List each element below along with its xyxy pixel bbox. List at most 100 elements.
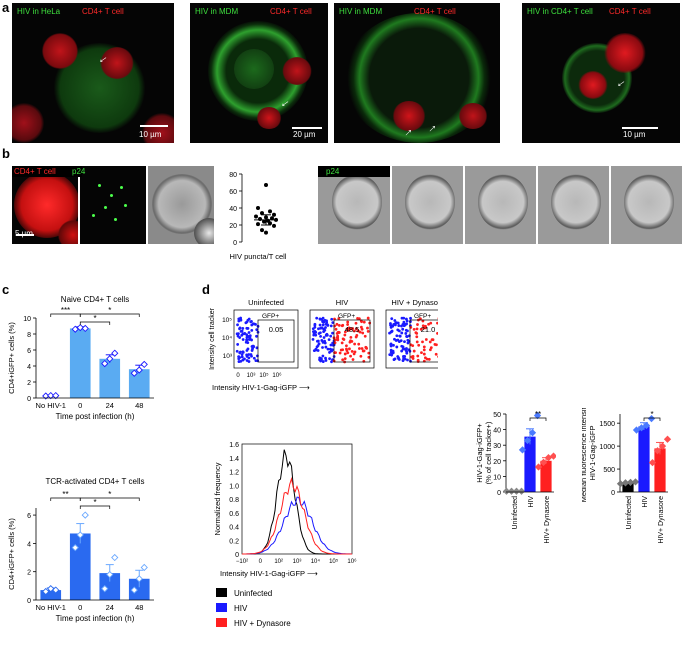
event-dot xyxy=(319,326,322,330)
event-dot xyxy=(249,320,253,324)
event-dot xyxy=(244,321,248,325)
y-tick-label: 0 xyxy=(235,552,239,559)
significance-label: * xyxy=(108,490,111,499)
y-axis-label: CD4+iGFP+ cells (%) xyxy=(7,322,16,394)
y-tick-label: 6 xyxy=(27,513,31,520)
data-point xyxy=(663,435,672,443)
event-dot xyxy=(391,324,395,328)
data-point xyxy=(52,391,60,400)
significance-label: ** xyxy=(535,410,541,419)
event-dot xyxy=(422,326,426,330)
bar xyxy=(638,426,650,492)
event-dot xyxy=(341,358,345,362)
y-tick-label: 30 xyxy=(493,443,501,450)
y-tick-label: 0.2 xyxy=(229,538,239,545)
event-dot xyxy=(421,340,424,344)
event-dot xyxy=(316,339,320,343)
data-point xyxy=(268,221,272,226)
event-dot xyxy=(358,347,361,350)
y-axis-label: HIV-1-Gag-iGFP+ xyxy=(476,423,484,483)
event-dot xyxy=(247,356,251,360)
x-tick-label: 0 xyxy=(78,603,82,612)
data-point xyxy=(272,223,276,228)
event-dot xyxy=(351,327,355,330)
event-dot xyxy=(321,354,325,358)
event-dot xyxy=(326,347,330,351)
significance-label: *** xyxy=(61,306,70,315)
event-dot xyxy=(325,332,329,336)
event-dot xyxy=(393,337,396,341)
label-cd4-tcell: CD4+ T cell xyxy=(14,167,56,176)
label-hiv-mdm: HIV in MDM xyxy=(339,7,383,16)
data-point xyxy=(518,446,527,454)
data-point xyxy=(262,219,266,224)
data-point xyxy=(106,570,114,579)
data-point xyxy=(533,411,542,420)
bar xyxy=(524,436,536,492)
label-hiv-cd4: HIV in CD4+ T cell xyxy=(527,7,593,16)
event-dot xyxy=(364,345,368,349)
x-tick-label: −10² xyxy=(236,559,248,565)
significance-bracket xyxy=(79,321,111,325)
event-dot xyxy=(346,351,350,355)
event-dot xyxy=(246,347,250,351)
flow-plot-title: Uninfected xyxy=(248,298,284,307)
event-dot xyxy=(334,351,337,355)
event-dot xyxy=(245,326,249,330)
y-tick-label: 500 xyxy=(603,467,615,474)
event-dot xyxy=(338,351,342,355)
event-dot xyxy=(415,340,419,344)
event-dot xyxy=(324,322,328,326)
event-dot xyxy=(405,317,408,321)
event-dot xyxy=(314,347,318,351)
y-tick-label: 1.4 xyxy=(229,456,239,463)
event-dot xyxy=(245,333,249,336)
event-dot xyxy=(425,357,429,361)
event-dot xyxy=(436,321,438,325)
event-dot xyxy=(397,358,401,361)
event-dot xyxy=(345,327,349,331)
data-point xyxy=(140,563,148,572)
event-dot xyxy=(352,329,356,333)
data-point xyxy=(47,585,55,593)
y-tick-label: 40 xyxy=(229,206,237,213)
event-dot xyxy=(398,334,402,338)
event-dot xyxy=(416,323,419,326)
event-dot xyxy=(341,348,345,352)
event-dot xyxy=(250,338,253,342)
y-tick-label: 1000 xyxy=(599,444,615,451)
event-dot xyxy=(349,354,352,358)
data-point xyxy=(130,369,138,377)
y-tick-label: 40 xyxy=(493,428,501,435)
y-tick-label: 4 xyxy=(27,364,31,371)
event-dot xyxy=(243,357,246,361)
event-dot xyxy=(329,324,333,328)
legend-swatch xyxy=(216,618,227,627)
y-tick-label: 4 xyxy=(27,541,31,548)
event-dot xyxy=(416,354,420,358)
event-dot xyxy=(424,324,427,328)
x-axis-label: Intensity HIV-1-Gag-iGFP ⟶ xyxy=(220,569,319,578)
gate-box xyxy=(257,319,295,363)
y-axis-label: Median fluorescence intensity xyxy=(582,408,588,502)
event-dot xyxy=(321,316,325,320)
x-tick-label: No HIV-1 xyxy=(36,401,66,410)
y-tick-label: 20 xyxy=(229,223,237,230)
scale-bar-label: 5 µm xyxy=(15,229,33,238)
data-point xyxy=(254,214,258,219)
event-dot xyxy=(247,335,251,338)
data-point xyxy=(260,228,264,233)
data-point xyxy=(637,424,646,432)
scale-bar-label: 10 µm xyxy=(623,130,646,139)
significance-label: * xyxy=(108,306,111,315)
y-tick-label: 0.4 xyxy=(229,525,239,532)
event-dot xyxy=(357,342,361,346)
scale-bar xyxy=(140,125,168,127)
data-point xyxy=(539,458,548,466)
event-dot xyxy=(324,326,327,329)
legend-label: HIV xyxy=(234,604,248,613)
event-dot xyxy=(343,333,347,337)
event-dot xyxy=(422,348,426,352)
event-dot xyxy=(421,324,425,328)
event-dot xyxy=(343,357,347,360)
